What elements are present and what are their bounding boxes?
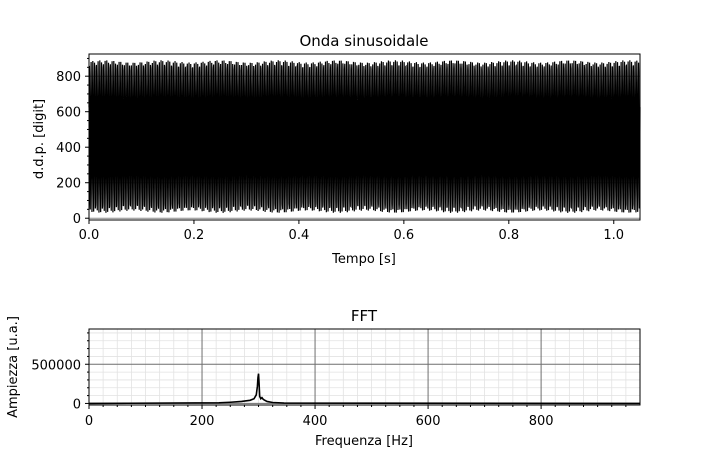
sine-y-tick-label: 800 (56, 70, 81, 85)
fft-x-tick-label: 0 (85, 414, 93, 429)
sine-x-tick-label: 1.0 (603, 228, 624, 243)
sine-x-axis: 0.0 0.2 0.4 0.6 0.8 1.0 (79, 220, 624, 243)
sine-x-tick-label: 0.6 (394, 228, 415, 243)
fft-x-label: Frequenza [Hz] (315, 434, 413, 449)
fft-y-tick-label: 0 (73, 397, 81, 412)
sine-y-label: d.d.p. [digit] (32, 99, 47, 179)
fft-chart: FFT 0 200 400 600 800 0 500000 Frequenza [Hz]… (6, 307, 641, 449)
sine-y-tick-label: 600 (56, 106, 81, 121)
fft-x-axis: 0 200 400 600 800 (85, 405, 627, 429)
fft-x-tick-label: 600 (416, 414, 441, 429)
sine-y-tick-label: 0 (73, 212, 81, 227)
sine-plot-frame (88, 53, 641, 221)
fft-y-tick-label: 500000 (31, 358, 81, 373)
sine-x-tick-label: 0.4 (289, 228, 310, 243)
sine-x-label: Tempo [s] (331, 252, 396, 267)
fft-chart-title: FFT (351, 307, 378, 325)
sine-x-tick-label: 0.8 (498, 228, 519, 243)
fft-plot-area (89, 329, 640, 405)
sine-chart: Onda sinusoidale 0.0 0.2 0.4 0.6 0.8 1.0 0 200… (32, 32, 641, 267)
fft-x-tick-label: 800 (529, 414, 554, 429)
sine-x-tick-label: 0.0 (79, 228, 100, 243)
fft-grid (88, 329, 640, 405)
fft-x-tick-label: 200 (190, 414, 215, 429)
sine-series-line (88, 60, 641, 213)
sine-x-tick-label: 0.2 (184, 228, 205, 243)
fft-x-tick-label: 400 (303, 414, 328, 429)
sine-chart-title: Onda sinusoidale (299, 32, 428, 50)
fft-series-line (88, 373, 641, 405)
sine-y-axis: 0 200 400 600 800 (56, 57, 89, 227)
sine-y-tick-label: 200 (56, 177, 81, 192)
sine-signal-band (88, 60, 641, 213)
fft-plot-frame (88, 328, 641, 406)
fft-y-label: Ampiezza [u.a.] (6, 316, 21, 418)
fft-y-axis: 0 500000 (31, 332, 89, 412)
sine-y-tick-label: 400 (56, 141, 81, 156)
